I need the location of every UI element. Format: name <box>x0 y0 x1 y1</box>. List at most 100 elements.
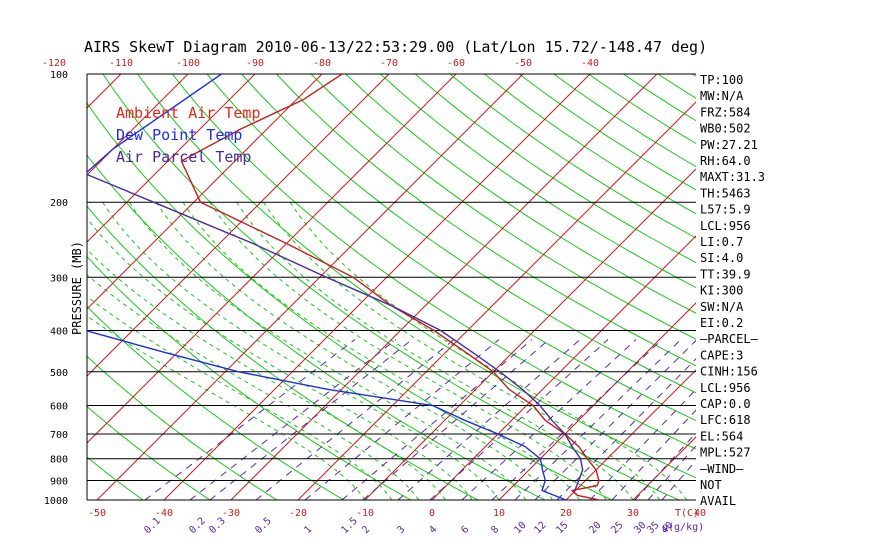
isotherm <box>230 74 658 500</box>
index-item: EI:0.2 <box>700 316 743 330</box>
top-tick-label: -90 <box>246 58 264 69</box>
mixing-ratio-label: 8 <box>489 524 501 536</box>
legend-entry: Ambient Air Temp <box>116 104 261 122</box>
dry-adiabat <box>87 355 278 500</box>
series-line <box>180 74 600 500</box>
mixing-ratio-line <box>209 339 413 500</box>
series-line <box>87 74 567 500</box>
moist-adiabat <box>182 201 580 500</box>
pressure-tick-label: 200 <box>50 198 68 209</box>
isotherm <box>834 74 870 500</box>
mixing-ratio-label: 15 <box>554 520 570 536</box>
dry-adiabat <box>0 74 9 500</box>
top-tick-label: -40 <box>581 58 599 69</box>
isotherm <box>565 369 696 500</box>
mixing-ratio-label: 1 <box>302 524 314 536</box>
dry-adiabat <box>87 255 412 500</box>
mixing-ratio-line <box>304 339 500 500</box>
mixing-ratio-line <box>611 409 696 500</box>
dry-adiabat <box>87 305 345 500</box>
mixing-ratio-line <box>534 339 696 500</box>
moist-adiabat <box>236 201 634 500</box>
mixing-ratio-label: 0.5 <box>253 516 274 537</box>
series-line <box>87 173 584 492</box>
bottom-tick-label: 10 <box>493 508 505 519</box>
mixing-ratio-label: 25 <box>609 520 625 536</box>
bottom-tick-label: -20 <box>289 508 307 519</box>
index-item: LCL:956 <box>700 219 751 233</box>
isotherm <box>87 74 390 377</box>
index-item: RH:64.0 <box>700 154 751 168</box>
isotherm <box>87 74 189 176</box>
top-tick-label: -80 <box>313 58 331 69</box>
pressure-tick-label: 500 <box>50 368 68 379</box>
isotherm <box>297 101 696 500</box>
pressure-tick-label: 800 <box>50 455 68 466</box>
bottom-tick-label: -50 <box>88 508 106 519</box>
mixing-ratio-label: 0.2 <box>187 516 208 537</box>
dry-adiabat <box>831 74 870 500</box>
bottom-tick-label: 40 <box>694 508 706 519</box>
mixing-ratio-label: 2 <box>360 524 372 536</box>
isotherm <box>0 74 54 500</box>
index-item: CAPE:3 <box>700 348 743 362</box>
index-item: LCL:956 <box>700 381 751 395</box>
dry-adiabat <box>657 74 696 99</box>
mixing-ratio-label: 12 <box>532 520 548 536</box>
dry-adiabat <box>866 74 870 500</box>
dry-adiabat <box>345 74 696 314</box>
index-item: TP:100 <box>700 73 743 87</box>
mixing-ratio-line <box>556 358 696 500</box>
pressure-lines <box>86 73 696 501</box>
index-item: L57:5.9 <box>700 203 751 217</box>
chart-title: AIRS SkewT Diagram 2010-06-13/22:53:29.0… <box>84 38 707 56</box>
isotherm <box>364 168 696 500</box>
legend-entry: Air Parcel Temp <box>116 148 251 166</box>
mixing-ratio-line <box>144 339 356 500</box>
top-tick-label: -110 <box>109 58 133 69</box>
index-item: CAP:0.0 <box>700 397 751 411</box>
pressure-tick-label: 400 <box>50 326 68 337</box>
isotherm <box>87 74 323 310</box>
mixing-ratio-line <box>397 339 581 500</box>
mixing-ratio-line <box>255 339 455 500</box>
dry-adiabat <box>87 154 546 500</box>
dry-adiabat <box>87 456 144 500</box>
moist-adiabat <box>209 201 607 500</box>
pressure-tick-label: 300 <box>50 273 68 284</box>
mixing-unit-label: g(g/kg) <box>662 522 704 533</box>
dry-adiabat <box>380 74 696 289</box>
index-item: SW:N/A <box>700 300 744 314</box>
index-item: —PARCEL— <box>700 332 759 346</box>
bottom-tick-label: -10 <box>356 508 374 519</box>
dry-adiabat <box>87 102 613 500</box>
index-item: MW:N/A <box>700 89 744 103</box>
y-axis-label: PRESSURE (MB) <box>70 241 84 335</box>
top-tick-label: -120 <box>42 58 66 69</box>
mixing-ratio-label: 20 <box>587 520 603 536</box>
isotherm <box>87 74 256 243</box>
pressure-tick-label: 700 <box>50 430 68 441</box>
isotherm <box>767 74 870 500</box>
dry-adiabat <box>797 74 870 500</box>
mixing-ratio-line <box>362 339 550 500</box>
index-item: KI:300 <box>700 284 743 298</box>
temp-unit-label: T(C) <box>675 508 699 519</box>
dry-adiabat <box>310 74 696 340</box>
mixing-ratio-label: 4 <box>427 524 439 536</box>
index-item: SI:4.0 <box>700 251 743 265</box>
index-item: LI:0.7 <box>700 235 743 249</box>
top-tick-label: -50 <box>514 58 532 69</box>
moist-adiabat <box>87 248 446 500</box>
index-item: TH:5463 <box>700 186 751 200</box>
index-item: WB0:502 <box>700 122 751 136</box>
dry-adiabat <box>137 74 696 479</box>
mixing-ratio-line <box>341 339 533 500</box>
bottom-tick-label: -40 <box>155 508 173 519</box>
pressure-tick-label: 900 <box>50 477 68 488</box>
bottom-tick-label: 0 <box>429 508 435 519</box>
dry-adiabat <box>414 74 696 264</box>
pressure-tick-label: 1000 <box>44 496 68 507</box>
top-tick-label: -70 <box>380 58 398 69</box>
dry-adiabat <box>484 74 696 215</box>
